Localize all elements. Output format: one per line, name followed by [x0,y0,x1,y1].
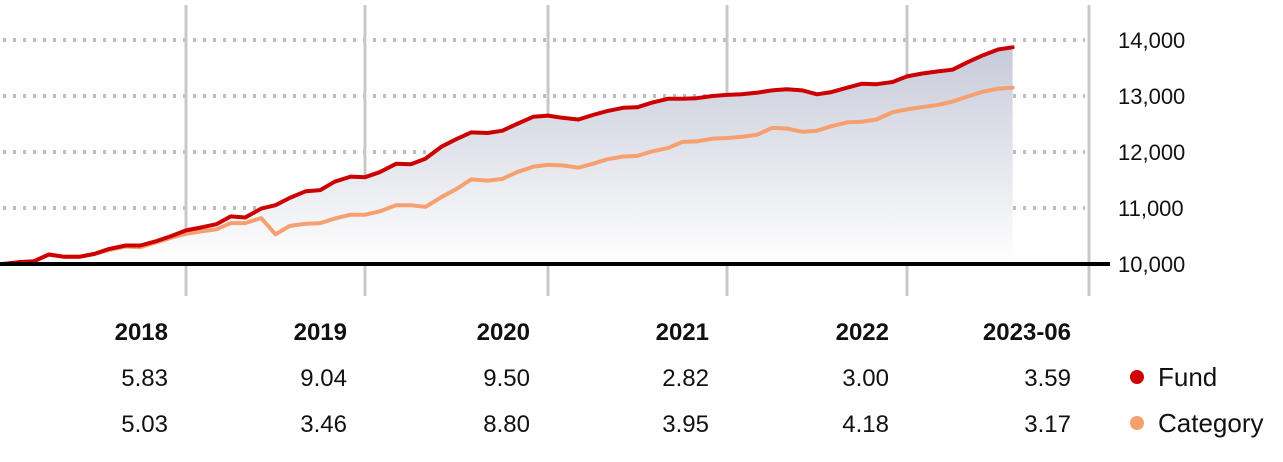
category-return-value: 3.17 [1024,411,1071,438]
year-label: 2020 [477,319,530,346]
legend-dot-fund [1130,370,1144,384]
year-label: 2018 [115,319,168,346]
fund-area-fill [3,47,1013,264]
category-return-value: 3.95 [662,411,709,438]
category-return-value: 5.03 [121,411,168,438]
y-tick-label: 11,000 [1118,196,1184,221]
fund-area [3,47,1013,264]
fund-series-line [1,45,1015,266]
y-tick-label: 12,000 [1118,140,1185,165]
legend-label-category: Category [1158,408,1264,438]
y-tick-label: 10,000 [1118,252,1185,277]
fund-return-value: 5.83 [121,365,168,392]
fund-return-value: 3.00 [842,365,889,392]
category-return-value: 8.80 [483,411,530,438]
fund-return-value: 2.82 [662,365,709,392]
year-label: 2019 [294,319,347,346]
legend-dot-category [1130,416,1144,430]
series-lines [1,45,1015,266]
fund-return-value: 3.59 [1024,365,1071,392]
fund-return-value: 9.50 [483,365,530,392]
year-label: 2021 [656,319,709,346]
legend-label-fund: Fund [1158,362,1217,392]
y-tick-label: 13,000 [1118,84,1185,109]
y-tick-label: 14,000 [1118,28,1185,53]
year-label: 2023-06 [983,319,1071,346]
category-return-value: 4.18 [842,411,889,438]
fund-return-value: 9.04 [300,365,347,392]
year-label: 2022 [836,319,889,346]
category-return-value: 3.46 [300,411,347,438]
labels: 10,000 11,000 12,000 13,000 14,000 2018 5.83 5.… [115,28,1264,438]
